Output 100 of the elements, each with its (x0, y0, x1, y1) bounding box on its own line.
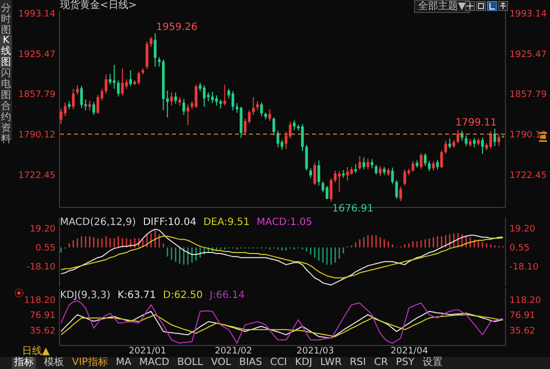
y2-tick-label: 1925.47 (510, 50, 547, 60)
y-tick-label: 35.62 (30, 326, 56, 336)
candlestick (272, 116, 276, 136)
candlestick (72, 88, 75, 110)
y-tick-label: 118.20 (24, 296, 56, 306)
candlestick (412, 160, 414, 172)
candlestick (399, 186, 402, 202)
annotation: 1799.11 (455, 118, 497, 129)
candlestick (395, 180, 398, 200)
candlestick (305, 144, 308, 172)
candlestick (444, 140, 448, 154)
candlestick (125, 78, 128, 90)
candlestick (116, 80, 120, 98)
text: 设置 (422, 357, 442, 369)
text: BIAS (239, 357, 262, 369)
text: K线图 (0, 35, 12, 68)
candlestick (428, 160, 431, 172)
candlestick (456, 129, 460, 144)
y2-tick-label: 118.20 (510, 296, 542, 306)
candlestick (276, 130, 280, 148)
candlestick (334, 170, 337, 184)
candlestick (326, 186, 328, 200)
candlestick (391, 167, 394, 184)
annotation: 全部主题▼ (414, 0, 470, 13)
y-tick-label: 1722.45 (18, 170, 56, 181)
series-label: K:63.71 (117, 290, 156, 301)
annotation: 1676.91 (332, 204, 374, 215)
text: 指标 (12, 357, 36, 369)
candlestick (137, 70, 140, 86)
y2-tick-label: 1722.45 (510, 170, 547, 181)
y2-tick-label: 1790.12 (510, 130, 547, 141)
annotation: 1959.26 (156, 22, 198, 34)
candlestick (146, 41, 148, 70)
y2-tick-label: 19.20 (510, 224, 536, 234)
chart-title: MACD(26,12,9) (60, 217, 136, 228)
candlestick (301, 124, 304, 152)
candlestick (194, 84, 198, 108)
x-tick-label: 2021/03 (296, 346, 334, 356)
text: PSY (396, 357, 414, 369)
y2-tick-label: 76.91 (510, 311, 536, 322)
candlestick (232, 90, 234, 111)
text: RSI (350, 357, 366, 369)
line-series (60, 236, 504, 278)
y-tick-label: 76.91 (30, 311, 56, 322)
candlestick (374, 164, 378, 176)
candlestick (440, 150, 443, 169)
candlestick (80, 85, 83, 108)
candlestick (424, 152, 427, 166)
series-label: J:66.14 (210, 290, 245, 301)
y2-tick-label: 1993.14 (510, 9, 547, 20)
y-tick-label: 19.20 (30, 224, 56, 234)
candlestick (104, 74, 108, 94)
text: CCI (270, 357, 288, 369)
candlestick (472, 137, 476, 148)
candlestick (317, 160, 320, 186)
text: 闪电图 (0, 68, 12, 101)
y-tick-label: 1790.12 (18, 130, 56, 141)
candlestick (362, 156, 366, 170)
candlestick (154, 32, 157, 68)
text: 日线▲ (22, 346, 50, 357)
candlestick (481, 137, 484, 154)
text: VIP指标 (72, 357, 108, 369)
text: CR (374, 357, 388, 369)
series-label: MACD:1.05 (256, 217, 312, 228)
y-tick-label: 1925.47 (18, 50, 56, 60)
candlestick (64, 102, 66, 117)
candlestick (436, 159, 439, 170)
text: VOL (210, 357, 232, 369)
x-tick-label: 2021/02 (214, 346, 252, 356)
line-series (60, 228, 504, 286)
candlestick (108, 73, 112, 86)
candlestick (121, 68, 124, 96)
candlestick (60, 108, 62, 125)
x-tick-label: 2021/04 (390, 346, 428, 356)
candlestick (76, 84, 79, 96)
y2-tick-label: 0.55 (510, 243, 530, 254)
text: 分时图 (0, 3, 12, 36)
x-tick-label: 2021/01 (128, 346, 166, 356)
y-tick-label: -18.10 (26, 262, 56, 272)
candlestick (211, 91, 214, 104)
candlestick (358, 156, 362, 170)
series-label: DIFF:10.04 (142, 217, 196, 228)
text: 合约资料 (0, 101, 12, 145)
text: MACD (139, 357, 170, 369)
text: LWR (320, 357, 342, 369)
candlestick (202, 84, 206, 108)
y-tick-label: 1857.79 (18, 90, 56, 100)
candlestick (498, 134, 500, 147)
candlestick (448, 138, 452, 149)
candlestick (338, 170, 341, 193)
candlestick (129, 70, 132, 86)
y2-tick-label: -18.10 (510, 262, 539, 272)
line-series (60, 300, 504, 344)
chart-title: KDJ(9,3,3) (60, 290, 110, 301)
candlestick (260, 102, 263, 117)
candlestick (313, 162, 316, 186)
y-tick-label: 0.55 (35, 243, 56, 254)
text: MA (116, 357, 132, 369)
candlestick (366, 158, 370, 170)
candlestick (223, 84, 226, 106)
